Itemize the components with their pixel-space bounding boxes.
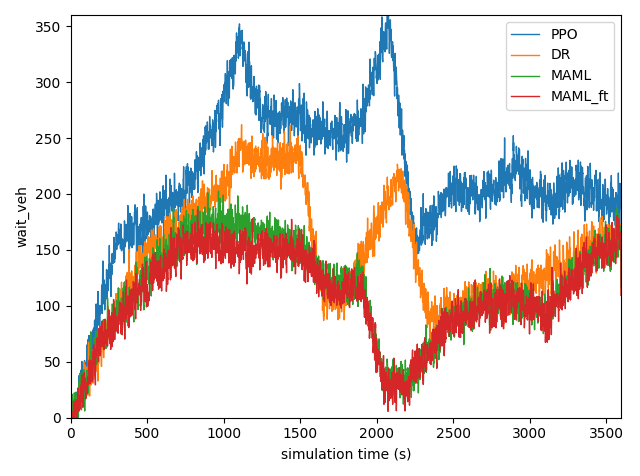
MAML bbox=[68, 426, 76, 432]
Line: MAML: MAML bbox=[71, 191, 621, 429]
Y-axis label: wait_veh: wait_veh bbox=[15, 186, 29, 248]
Legend: PPO, DR, MAML, MAML_ft: PPO, DR, MAML, MAML_ft bbox=[506, 22, 614, 110]
MAML bbox=[618, 284, 625, 290]
MAML bbox=[617, 226, 625, 231]
DR bbox=[185, 220, 193, 226]
MAML_ft bbox=[618, 293, 625, 298]
Line: DR: DR bbox=[71, 125, 621, 427]
PPO bbox=[410, 213, 417, 218]
MAML_ft bbox=[185, 248, 193, 253]
MAML_ft bbox=[194, 207, 202, 212]
MAML_ft bbox=[565, 269, 573, 275]
PPO bbox=[617, 200, 625, 206]
Line: MAML_ft: MAML_ft bbox=[71, 209, 621, 427]
DR bbox=[70, 424, 78, 430]
DR bbox=[67, 423, 75, 428]
MAML_ft bbox=[400, 392, 408, 397]
MAML_ft bbox=[70, 425, 78, 430]
MAML_ft bbox=[617, 239, 625, 245]
DR bbox=[410, 250, 417, 256]
PPO bbox=[383, 1, 391, 7]
PPO bbox=[69, 436, 77, 442]
DR bbox=[617, 232, 625, 238]
MAML bbox=[185, 234, 193, 240]
MAML bbox=[67, 412, 75, 418]
DR bbox=[221, 184, 228, 189]
MAML bbox=[565, 279, 573, 285]
PPO bbox=[565, 167, 573, 173]
MAML bbox=[221, 234, 228, 240]
PPO bbox=[618, 276, 625, 282]
MAML_ft bbox=[67, 415, 75, 421]
X-axis label: simulation time (s): simulation time (s) bbox=[281, 447, 412, 461]
DR bbox=[565, 262, 573, 268]
MAML bbox=[214, 188, 222, 194]
MAML bbox=[410, 388, 417, 394]
PPO bbox=[221, 85, 228, 91]
PPO bbox=[185, 177, 193, 182]
Line: PPO: PPO bbox=[71, 4, 621, 439]
PPO bbox=[400, 133, 408, 139]
MAML bbox=[400, 372, 408, 378]
MAML_ft bbox=[221, 242, 228, 248]
DR bbox=[237, 122, 245, 128]
DR bbox=[400, 186, 408, 191]
DR bbox=[618, 292, 625, 298]
PPO bbox=[67, 412, 75, 418]
MAML_ft bbox=[410, 372, 417, 378]
